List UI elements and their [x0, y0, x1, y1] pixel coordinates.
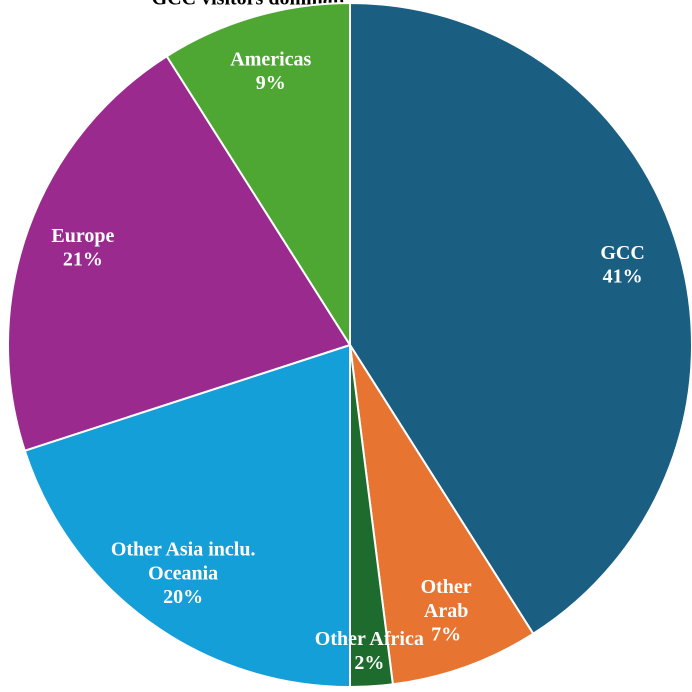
slice-label-line: GCC — [600, 241, 644, 263]
pie-slice — [165, 1, 351, 349]
slice-value-label: 2% — [354, 652, 384, 674]
slice-value-label: 7% — [431, 624, 461, 646]
slice-value-label: 20% — [163, 586, 203, 608]
slice-label: Americas — [230, 48, 311, 70]
slice-label: Other Arab — [421, 576, 472, 622]
pie-slice — [349, 344, 535, 686]
slice-value-label: 9% — [256, 72, 286, 94]
slice-label-line: Other Africa — [315, 628, 424, 650]
slice-label-line: Other — [421, 576, 472, 598]
slice-label-line: Europe — [51, 224, 114, 246]
slice-label-line: Oceania — [148, 562, 218, 584]
chart-title: GCC visitors dominate — [152, 0, 349, 10]
slice-value-label: 41% — [603, 265, 643, 287]
slice-label: Other Africa — [315, 628, 424, 650]
slice-value-label: 21% — [63, 248, 103, 270]
slice-label-line: Arab — [424, 600, 468, 622]
pie-slice — [23, 343, 351, 689]
slice-label: GCC — [600, 241, 644, 263]
pie-slice — [349, 1, 692, 636]
slice-label: Other Asia inclu. Oceania — [111, 538, 256, 584]
slice-label: Europe — [51, 224, 114, 246]
slice-label-line: Americas — [230, 48, 311, 70]
pie-slice — [7, 54, 352, 452]
slice-label-line: Other Asia inclu. — [111, 538, 256, 560]
